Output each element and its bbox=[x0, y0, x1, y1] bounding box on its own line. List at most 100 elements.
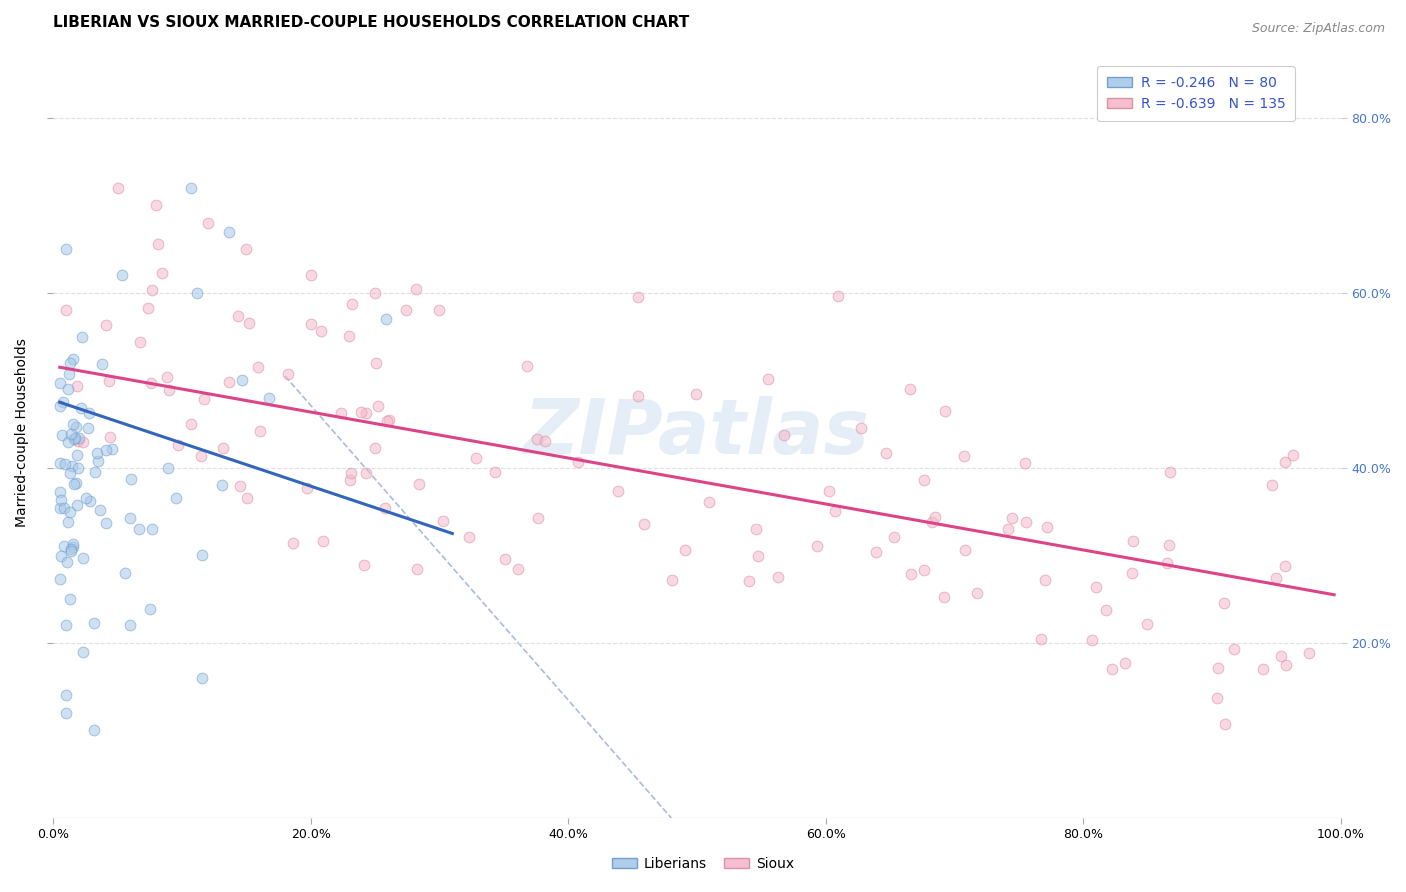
Point bbox=[1213, 595, 1236, 609]
Point bbox=[661, 573, 683, 587]
Point bbox=[53, 539, 76, 553]
Legend: Liberians, Sioux: Liberians, Sioux bbox=[606, 851, 800, 876]
Point bbox=[67, 431, 90, 445]
Point bbox=[817, 483, 839, 498]
Point bbox=[52, 500, 75, 515]
Point bbox=[1029, 632, 1052, 646]
Point bbox=[55, 242, 77, 256]
Point bbox=[141, 376, 163, 390]
Point bbox=[1206, 661, 1229, 675]
Point bbox=[72, 550, 94, 565]
Point bbox=[59, 505, 82, 519]
Point bbox=[1136, 617, 1159, 632]
Point bbox=[337, 329, 360, 343]
Point bbox=[627, 389, 650, 403]
Point bbox=[58, 368, 80, 382]
Point bbox=[526, 432, 548, 446]
Point bbox=[59, 466, 82, 480]
Point bbox=[432, 515, 454, 529]
Point bbox=[849, 421, 872, 435]
Point bbox=[72, 645, 94, 659]
Point bbox=[367, 399, 389, 413]
Point bbox=[229, 478, 252, 492]
Point bbox=[921, 515, 943, 529]
Point bbox=[375, 414, 398, 428]
Point bbox=[96, 318, 118, 333]
Point bbox=[1014, 515, 1036, 529]
Point bbox=[79, 494, 101, 508]
Point bbox=[246, 359, 269, 374]
Point bbox=[277, 367, 299, 381]
Point bbox=[527, 511, 550, 525]
Point bbox=[364, 285, 387, 300]
Point bbox=[1206, 691, 1229, 706]
Legend: R = -0.246   N = 80, R = -0.639   N = 135: R = -0.246 N = 80, R = -0.639 N = 135 bbox=[1098, 66, 1295, 120]
Point bbox=[883, 530, 905, 544]
Point bbox=[484, 465, 506, 479]
Point bbox=[86, 446, 108, 460]
Point bbox=[934, 404, 956, 418]
Point bbox=[464, 450, 486, 465]
Point bbox=[1014, 456, 1036, 470]
Point bbox=[101, 442, 124, 456]
Point bbox=[66, 378, 89, 392]
Point bbox=[63, 431, 86, 445]
Point bbox=[340, 297, 363, 311]
Point bbox=[62, 352, 84, 367]
Point bbox=[339, 473, 361, 487]
Point bbox=[48, 572, 70, 586]
Point bbox=[429, 303, 451, 318]
Point bbox=[295, 481, 318, 495]
Text: Source: ZipAtlas.com: Source: ZipAtlas.com bbox=[1251, 22, 1385, 36]
Point bbox=[193, 392, 215, 407]
Point bbox=[48, 500, 70, 515]
Point bbox=[55, 618, 77, 632]
Point bbox=[309, 324, 332, 338]
Point bbox=[94, 516, 117, 531]
Point bbox=[70, 329, 93, 343]
Point bbox=[180, 181, 202, 195]
Point bbox=[83, 723, 105, 738]
Point bbox=[865, 545, 887, 559]
Point bbox=[94, 443, 117, 458]
Point bbox=[697, 494, 720, 508]
Point bbox=[150, 266, 173, 280]
Point bbox=[898, 382, 921, 396]
Point bbox=[76, 421, 98, 435]
Point bbox=[65, 475, 87, 490]
Point bbox=[48, 485, 70, 500]
Point bbox=[166, 438, 188, 452]
Point bbox=[146, 236, 169, 251]
Point bbox=[59, 356, 82, 370]
Point bbox=[766, 569, 789, 583]
Point bbox=[1085, 580, 1108, 594]
Point bbox=[118, 510, 141, 524]
Point bbox=[533, 434, 555, 449]
Point bbox=[141, 283, 163, 297]
Point bbox=[1080, 633, 1102, 648]
Point bbox=[226, 309, 249, 323]
Point bbox=[395, 302, 418, 317]
Point bbox=[1274, 455, 1296, 469]
Point bbox=[190, 450, 212, 464]
Point bbox=[59, 544, 82, 558]
Point bbox=[1095, 603, 1118, 617]
Point bbox=[218, 225, 240, 239]
Point bbox=[673, 543, 696, 558]
Point bbox=[350, 405, 373, 419]
Point bbox=[924, 510, 946, 524]
Point bbox=[340, 466, 363, 480]
Point bbox=[89, 503, 111, 517]
Point bbox=[299, 268, 322, 283]
Point bbox=[66, 498, 89, 512]
Point bbox=[235, 491, 257, 505]
Point bbox=[72, 435, 94, 450]
Point bbox=[141, 522, 163, 536]
Point bbox=[1122, 533, 1144, 548]
Point bbox=[1270, 648, 1292, 663]
Point bbox=[1275, 658, 1298, 673]
Point bbox=[354, 406, 377, 420]
Point bbox=[354, 466, 377, 480]
Point bbox=[60, 541, 83, 556]
Point bbox=[827, 289, 849, 303]
